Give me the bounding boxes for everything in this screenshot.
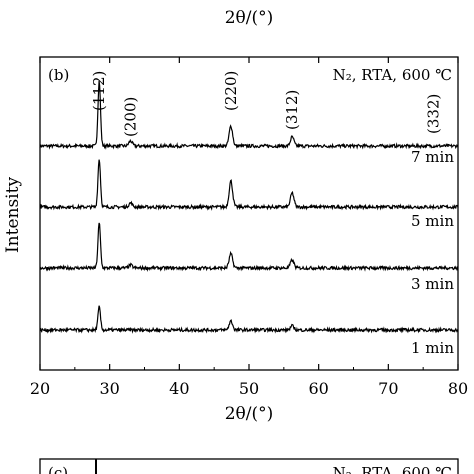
series-label: 5 min xyxy=(411,212,454,230)
xrd-traces xyxy=(39,80,459,334)
xrd-trace xyxy=(39,80,459,150)
peak-label: (112) xyxy=(90,71,108,111)
panel-c-condition: N₂, RTA, 600 ℃ xyxy=(333,464,452,474)
peak-label: (220) xyxy=(222,71,240,111)
x-axis-title: 2θ/(°) xyxy=(225,404,274,424)
panel-c-fragment: (c) N₂, RTA, 600 ℃ xyxy=(39,458,459,474)
peak-label: (332) xyxy=(425,94,443,134)
top-fragment-xlabel: 2θ/(°) xyxy=(225,8,274,28)
panel-label: (b) xyxy=(48,66,69,84)
peak-labels: (112) (200) (220) (312) (332) xyxy=(90,71,442,137)
x-tick-label: 20 xyxy=(30,379,50,398)
x-tick-label: 70 xyxy=(378,379,398,398)
x-tick-label: 30 xyxy=(99,379,119,398)
series-label: 3 min xyxy=(411,275,454,293)
panel-c-frame xyxy=(39,458,459,474)
y-axis-title: Intensity xyxy=(3,177,23,253)
xrd-trace xyxy=(39,159,459,211)
peak-label: (200) xyxy=(122,97,140,137)
panel-b: (b) N₂, RTA, 600 ℃ 20 30 40 50 60 70 80 (112)(… xyxy=(3,56,468,424)
x-tick-label: 60 xyxy=(308,379,328,398)
peak-label: (312) xyxy=(283,90,301,130)
xrd-trace xyxy=(39,305,459,334)
x-ticks: 20 30 40 50 60 70 80 xyxy=(30,57,468,398)
xrd-trace xyxy=(39,222,459,272)
x-tick-label: 40 xyxy=(169,379,189,398)
x-tick-label: 50 xyxy=(239,379,259,398)
series-label: 7 min xyxy=(411,148,454,166)
condition-label: N₂, RTA, 600 ℃ xyxy=(333,66,452,84)
series-labels: 7 min 5 min 3 min 1 min xyxy=(411,148,454,357)
x-tick-label: 80 xyxy=(448,379,468,398)
series-label: 1 min xyxy=(411,339,454,357)
panel-c-label: (c) xyxy=(48,464,68,474)
